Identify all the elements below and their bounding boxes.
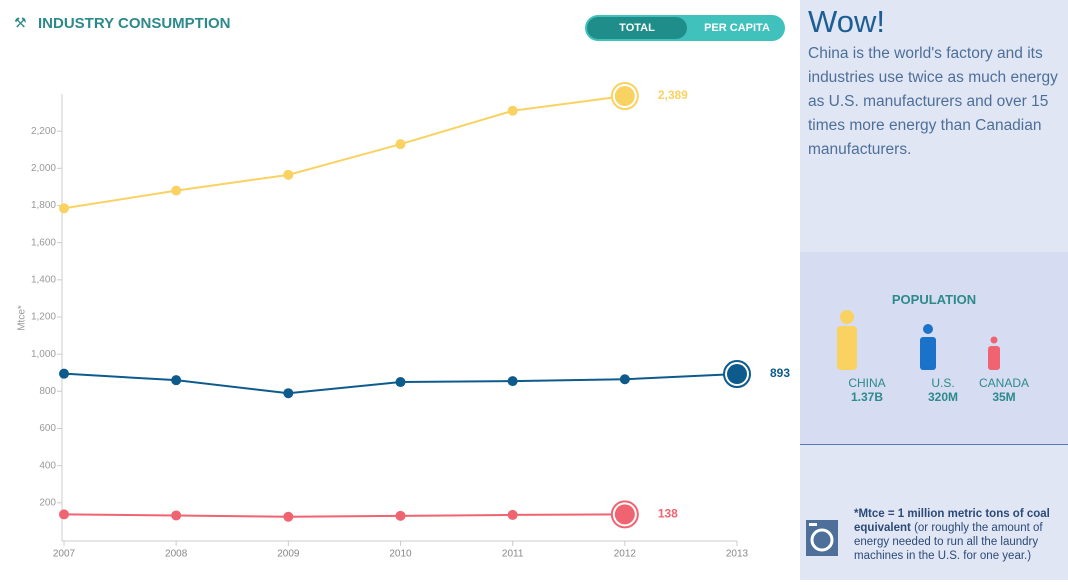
data-point <box>395 139 406 150</box>
y-tick-label: 600 <box>39 423 56 434</box>
population-label: U.S. <box>931 376 955 390</box>
flag-inner <box>727 364 747 385</box>
data-point <box>395 510 406 521</box>
y-tick-label: 800 <box>39 386 56 397</box>
footnote-bold: *Mtce = 1 million metric tons of coal eq… <box>854 508 1050 534</box>
end-label: 893 <box>770 366 790 380</box>
population-title: POPULATION <box>891 292 977 307</box>
data-point <box>59 509 69 520</box>
data-point <box>395 377 406 388</box>
data-point <box>171 375 182 386</box>
population-value: 320M <box>927 390 959 404</box>
series-line <box>63 95 625 210</box>
per-capita-button[interactable]: PER CAPITA <box>704 22 770 34</box>
x-tick-label: 2011 <box>502 549 524 560</box>
population-panel: POPULATION CHINA 1.37B U.S. 320M CANADA 35M <box>800 252 1068 445</box>
data-point <box>283 169 294 180</box>
person-icon <box>923 324 933 334</box>
y-tick-label: 1,600 <box>31 237 56 248</box>
y-tick-label: 1,400 <box>31 274 56 285</box>
population-label: CANADA <box>978 376 1029 390</box>
title-icon: ⚒ <box>14 15 27 31</box>
person-icon <box>920 337 936 370</box>
data-point <box>171 185 182 196</box>
person-icon <box>837 326 857 370</box>
y-axis-label: Mtce* <box>17 305 28 331</box>
y-tick-label: 200 <box>39 497 56 508</box>
x-tick-label: 2007 <box>53 549 76 560</box>
population-label: CHINA <box>848 376 886 390</box>
person-icon <box>840 310 854 324</box>
chart-title: INDUSTRY CONSUMPTION <box>38 15 231 32</box>
population-value: 35M <box>992 390 1016 404</box>
data-point <box>507 376 518 387</box>
intro-panel: Wow! China is the world's factory and it… <box>800 0 1068 252</box>
flag-inner <box>614 504 635 525</box>
footnote: *Mtce = 1 million metric tons of coal eq… <box>854 507 1054 563</box>
end-label: 2,389 <box>658 88 688 102</box>
y-tick-label: 1,000 <box>31 349 56 360</box>
data-point <box>283 388 294 399</box>
data-point <box>59 203 69 214</box>
population-item: CHINA 1.37B <box>832 376 902 404</box>
person-icon <box>988 346 1000 370</box>
y-tick-label: 2,000 <box>31 163 56 174</box>
note-panel: *Mtce = 1 million metric tons of coal eq… <box>800 445 1068 580</box>
data-point <box>171 510 182 521</box>
population-icons <box>837 310 1000 370</box>
x-tick-label: 2009 <box>277 549 300 560</box>
intro-text: China is the world's factory and its ind… <box>808 45 1058 158</box>
end-label: 138 <box>658 507 678 521</box>
x-tick-label: 2013 <box>726 549 749 560</box>
headline: Wow! <box>808 4 885 39</box>
series-line <box>63 513 625 518</box>
data-point <box>283 511 294 522</box>
footnote-text: (or roughly the amount of energy needed … <box>854 522 1043 562</box>
population-item: CANADA 35M <box>969 376 1039 404</box>
y-tick-label: 1,200 <box>31 312 56 323</box>
x-tick-label: 2010 <box>389 549 412 560</box>
flag-inner <box>614 86 635 107</box>
data-point <box>619 374 630 385</box>
data-point <box>507 105 518 116</box>
x-tick-label: 2012 <box>614 549 637 560</box>
y-tick-label: 400 <box>39 460 56 471</box>
washer-icon <box>806 520 838 556</box>
data-point <box>59 368 69 379</box>
population-item: U.S. 320M <box>908 376 978 404</box>
y-tick-label: 1,800 <box>31 200 56 211</box>
total-button[interactable]: TOTAL <box>587 17 687 39</box>
sidebar: Wow! China is the world's factory and it… <box>800 0 1068 580</box>
population-value: 1.37B <box>850 390 884 404</box>
chart: ⚒ INDUSTRY CONSUMPTION Mtce* 200 400 600 80… <box>14 15 790 560</box>
x-tick-label: 2008 <box>165 549 188 560</box>
person-icon <box>990 336 998 344</box>
view-toggle: TOTAL PER CAPITA <box>585 15 785 41</box>
data-point <box>507 509 518 520</box>
y-tick-label: 2,200 <box>31 126 56 137</box>
